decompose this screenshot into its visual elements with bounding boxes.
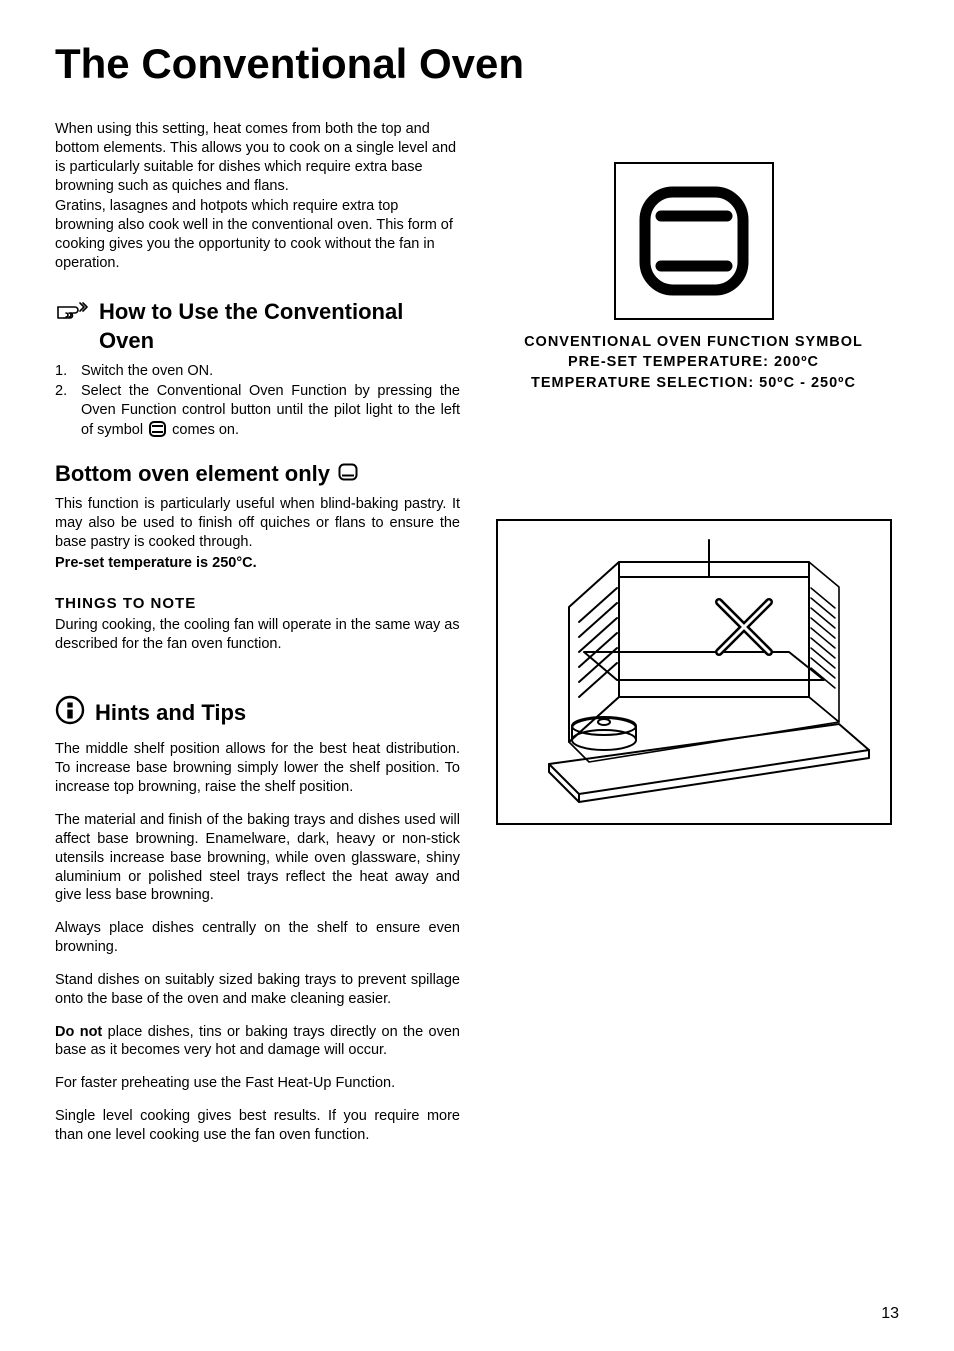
step-text: Select the Conventional Oven Function by… [81, 382, 460, 444]
symbol-caption: CONVENTIONAL OVEN FUNCTION SYMBOL PRE-SE… [524, 332, 863, 393]
things-to-note-heading: THINGS TO NOTE [55, 595, 460, 612]
hints-para: Single level cooking gives best results.… [55, 1107, 460, 1145]
right-column: CONVENTIONAL OVEN FUNCTION SYMBOL PRE-SE… [488, 120, 899, 1159]
hints-para: The material and finish of the baking tr… [55, 811, 460, 905]
intro-paragraph-a: When using this setting, heat comes from… [55, 120, 460, 195]
do-not-prefix: Do not [55, 1024, 102, 1040]
symbol-caption-line: TEMPERATURE SELECTION: 50ºC - 250ºC [524, 373, 863, 393]
hints-para: Always place dishes centrally on the she… [55, 919, 460, 957]
step-number: 2. [55, 382, 81, 444]
hints-do-not-para: Do not place dishes, tins or baking tray… [55, 1023, 460, 1061]
conventional-oven-icon [639, 186, 749, 296]
step-1: 1. Switch the oven ON. [55, 362, 460, 382]
step-2-post: comes on. [172, 422, 239, 438]
step-number: 1. [55, 362, 81, 382]
bottom-only-preset: Pre-set temperature is 250°C. [55, 554, 460, 573]
how-to-use-heading-row: How to Use the Conventional Oven [55, 297, 460, 356]
bottom-only-body: This function is particularly useful whe… [55, 495, 460, 552]
step-text: Switch the oven ON. [81, 362, 460, 382]
hints-para: Stand dishes on suitably sized baking tr… [55, 971, 460, 1009]
hints-heading-row: Hints and Tips [55, 695, 460, 730]
hints-para: For faster preheating use the Fast Heat-… [55, 1074, 460, 1093]
hints-heading: Hints and Tips [95, 700, 246, 726]
steps-list: 1. Switch the oven ON. 2. Select the Con… [55, 362, 460, 443]
pointing-hand-icon [55, 299, 89, 326]
step-2: 2. Select the Conventional Oven Function… [55, 382, 460, 444]
hints-para: The middle shelf position allows for the… [55, 740, 460, 797]
step-2-pre: Select the Conventional Oven Function by… [81, 383, 460, 438]
bottom-only-heading: Bottom oven element only [55, 461, 330, 487]
things-to-note-body: During cooking, the cooling fan will ope… [55, 616, 460, 654]
how-to-use-heading: How to Use the Conventional Oven [99, 297, 460, 356]
conventional-oven-symbol-box [614, 162, 774, 320]
intro-paragraph-b: Gratins, lasagnes and hotpots which requ… [55, 197, 460, 272]
symbol-caption-line: PRE-SET TEMPERATURE: 200ºC [524, 352, 863, 372]
info-icon [55, 695, 85, 730]
page-number: 13 [881, 1305, 899, 1323]
oven-illustration-icon [509, 532, 879, 812]
do-not-rest: place dishes, tins or baking trays direc… [55, 1024, 460, 1059]
bottom-only-heading-row: Bottom oven element only [55, 461, 460, 487]
left-column: When using this setting, heat comes from… [55, 120, 460, 1159]
bottom-element-icon [338, 463, 358, 486]
conventional-oven-small-icon [149, 421, 166, 444]
page-title: The Conventional Oven [55, 40, 899, 88]
symbol-caption-line: CONVENTIONAL OVEN FUNCTION SYMBOL [524, 332, 863, 352]
oven-illustration-box [496, 519, 892, 825]
